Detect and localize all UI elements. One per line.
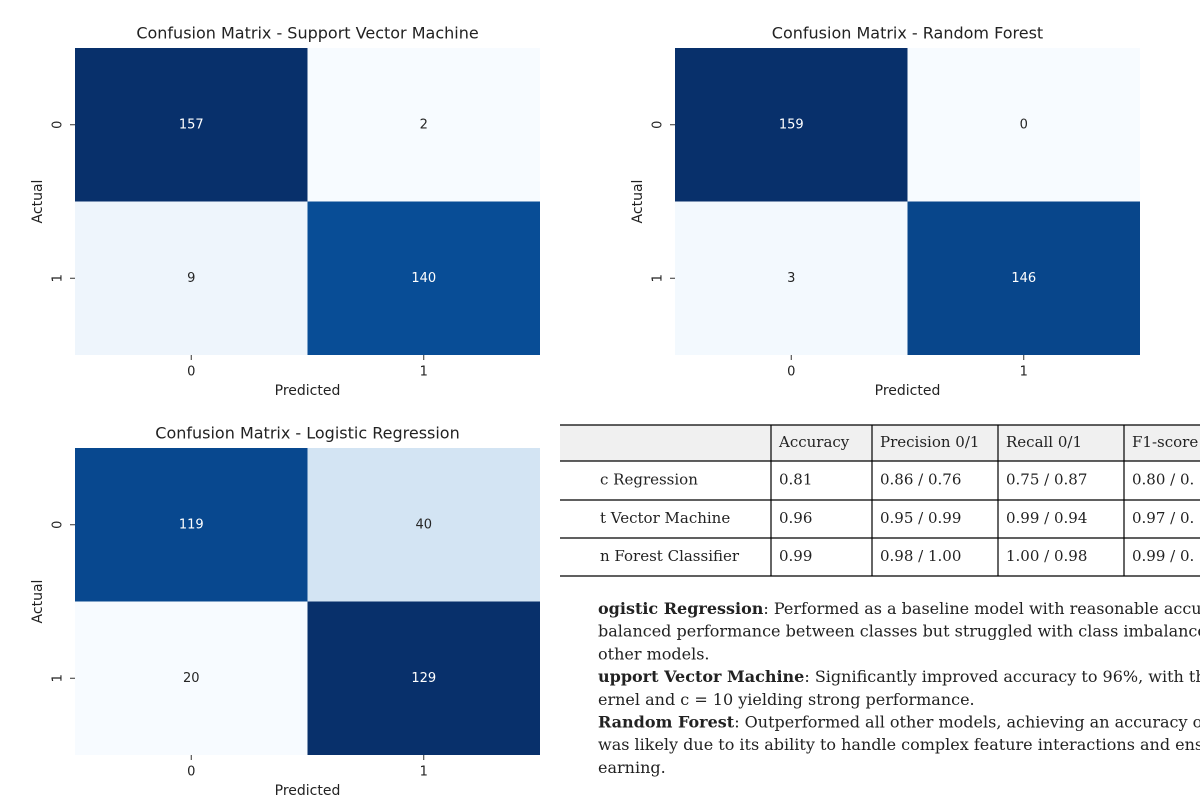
x-axis-label: Predicted [275, 783, 341, 799]
heatmap-cell [307, 448, 540, 602]
note-line: balanced performance between classes but… [598, 621, 1200, 640]
y-tick-label: 1 [51, 274, 66, 282]
cell-label: 0 [1020, 117, 1028, 132]
table-header: F1-score [1132, 433, 1198, 451]
table-cell: n Forest Classifier [600, 547, 740, 565]
heatmap-cell [675, 201, 908, 355]
table-cell: 0.95 / 0.99 [880, 509, 961, 527]
x-axis-label: Predicted [275, 383, 341, 399]
cell-label: 146 [1011, 271, 1036, 286]
table-header: Precision 0/1 [880, 433, 979, 451]
cell-label: 40 [415, 517, 432, 532]
cell-label: 140 [411, 271, 436, 286]
table-cell: 0.96 [779, 509, 812, 527]
cell-label: 129 [411, 671, 436, 686]
table-cell: t Vector Machine [600, 509, 730, 527]
x-axis-label: Predicted [875, 383, 941, 399]
y-axis-label: Actual [30, 580, 46, 624]
note-text: other models. [598, 644, 710, 663]
chart-title: Confusion Matrix - Support Vector Machin… [136, 24, 478, 43]
table-header: Accuracy [778, 433, 850, 451]
x-tick-label: 1 [1020, 365, 1028, 380]
note-text: : Outperformed all other models, achievi… [734, 712, 1200, 731]
x-tick-label: 0 [187, 365, 195, 380]
note-line: was likely due to its ability to handle … [598, 735, 1200, 754]
table-cell: 0.81 [779, 471, 812, 489]
y-tick-label: 1 [651, 274, 666, 282]
chart-title: Confusion Matrix - Logistic Regression [155, 424, 459, 443]
note-text: : Significantly improved accuracy to 96%… [804, 667, 1200, 686]
y-axis-label: Actual [630, 180, 646, 224]
note-bold: ogistic Regression [598, 599, 764, 618]
x-tick-label: 0 [187, 765, 195, 780]
x-tick-label: 0 [787, 365, 795, 380]
table-cell: 0.98 / 1.00 [880, 547, 961, 565]
heatmap-cell [75, 201, 308, 355]
heatmap-cell [307, 48, 540, 202]
table-header-bg [560, 425, 1200, 461]
chart-title: Confusion Matrix - Random Forest [772, 24, 1043, 43]
table-cell: 0.99 [779, 547, 812, 565]
heatmap-cell [75, 448, 308, 602]
note-line: ogistic Regression: Performed as a basel… [598, 599, 1200, 618]
note-line: other models. [598, 644, 710, 663]
table-cell: 0.86 / 0.76 [880, 471, 961, 489]
table-cell: 0.75 / 0.87 [1006, 471, 1087, 489]
note-bold: Random Forest [598, 712, 735, 731]
note-text: earning. [598, 757, 666, 776]
y-tick-label: 0 [651, 121, 666, 129]
y-tick-label: 0 [51, 521, 66, 529]
note-text: ernel and c = 10 yielding strong perform… [598, 689, 975, 708]
heatmap-cell [907, 201, 1140, 355]
note-line: ernel and c = 10 yielding strong perform… [598, 689, 975, 708]
table-cell: 0.97 / 0. [1132, 509, 1194, 527]
note-line: upport Vector Machine: Significantly imp… [598, 667, 1200, 686]
cell-label: 20 [183, 671, 200, 686]
x-tick-label: 1 [420, 765, 428, 780]
note-text: : Performed as a baseline model with rea… [763, 599, 1200, 618]
table-cell: 0.99 / 0. [1132, 547, 1194, 565]
cell-label: 2 [420, 117, 428, 132]
heatmap-cell [307, 201, 540, 355]
cell-label: 9 [187, 271, 195, 286]
cell-label: 119 [179, 517, 204, 532]
table-cell: 0.99 / 0.94 [1006, 509, 1087, 527]
cell-label: 159 [779, 117, 804, 132]
table-cell: 0.80 / 0. [1132, 471, 1194, 489]
heatmap-cell [675, 48, 908, 202]
cell-label: 3 [787, 271, 795, 286]
cell-label: 157 [179, 117, 204, 132]
note-text: balanced performance between classes but… [598, 621, 1200, 640]
table-header: Recall 0/1 [1006, 433, 1082, 451]
note-line: Random Forest: Outperformed all other mo… [598, 712, 1200, 731]
heatmap-cell [907, 48, 1140, 202]
heatmap-cell [307, 601, 540, 755]
heatmap-cell [75, 48, 308, 202]
y-tick-label: 0 [51, 121, 66, 129]
x-tick-label: 1 [420, 365, 428, 380]
table-cell: c Regression [600, 471, 698, 489]
y-axis-label: Actual [30, 180, 46, 224]
table-cell: 1.00 / 0.98 [1006, 547, 1087, 565]
heatmap-cell [75, 601, 308, 755]
note-bold: upport Vector Machine [598, 667, 804, 686]
note-line: earning. [598, 757, 666, 776]
y-tick-label: 1 [51, 674, 66, 682]
note-text: was likely due to its ability to handle … [598, 735, 1200, 754]
